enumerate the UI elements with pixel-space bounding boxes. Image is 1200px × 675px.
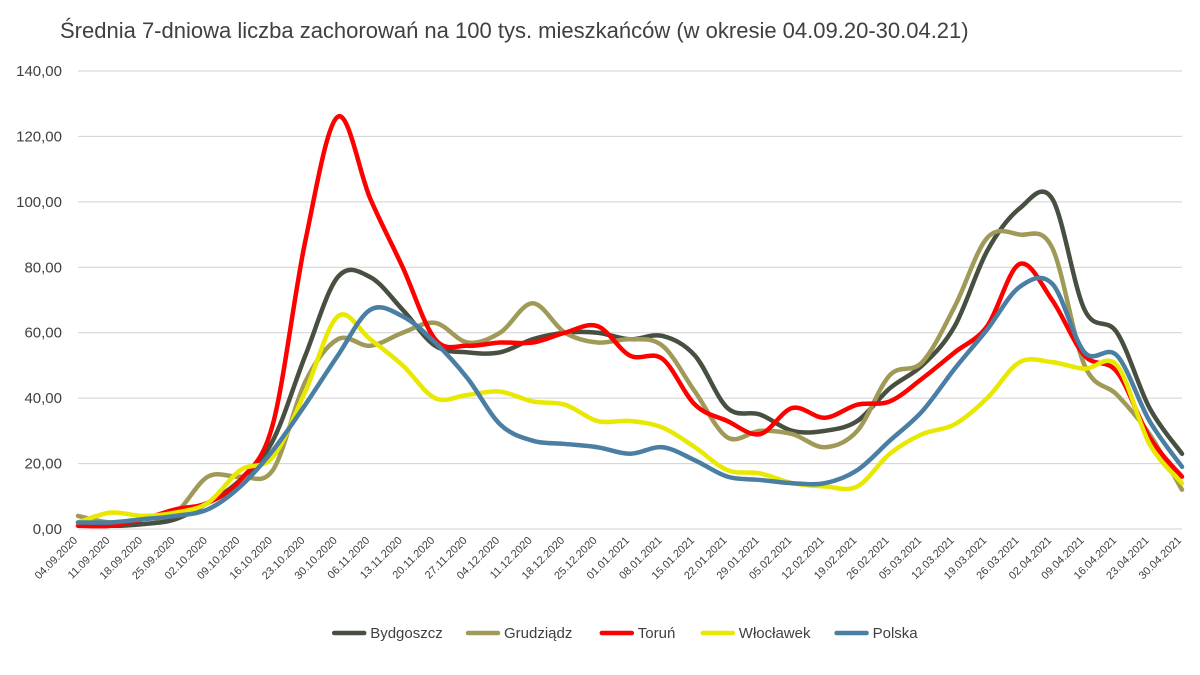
series-lines [75, 114, 1185, 529]
series-line-grudziadz [75, 228, 1185, 525]
y-tick-label: 60,00 [24, 325, 62, 342]
y-tick-label: 0,00 [33, 521, 62, 538]
y-tick-label: 140,00 [16, 63, 62, 80]
legend-label-bydgoszcz: Bydgoszcz [370, 625, 443, 642]
y-axis-tick-labels: 0,00 20,00 40,00 60,00 80,00 100,00 120,00 140,… [16, 63, 62, 538]
legend-label-torun: Toruń [638, 625, 676, 642]
legend-label-polska: Polska [873, 625, 919, 642]
legend: Bydgoszcz Grudziądz Toruń Włocławek Polska [331, 625, 919, 642]
gridlines [78, 70, 1182, 530]
legend-label-wloclawek: Włocławek [739, 625, 811, 642]
chart-title: Średnia 7-dniowa liczba zachorowań na 10… [60, 18, 969, 43]
legend-label-grudziadz: Grudziądz [504, 625, 572, 642]
series-line-polska [75, 275, 1185, 525]
y-tick-label: 120,00 [16, 128, 62, 145]
y-tick-label: 80,00 [24, 259, 62, 276]
x-axis-tick-labels: 04.09.202011.09.202018.09.202025.09.2020… [33, 535, 1184, 582]
y-tick-label: 20,00 [24, 456, 62, 473]
y-tick-label: 100,00 [16, 194, 62, 211]
series-line-torun [75, 114, 1185, 529]
y-tick-label: 40,00 [24, 390, 62, 407]
series-line-wloclawek [75, 312, 1185, 525]
